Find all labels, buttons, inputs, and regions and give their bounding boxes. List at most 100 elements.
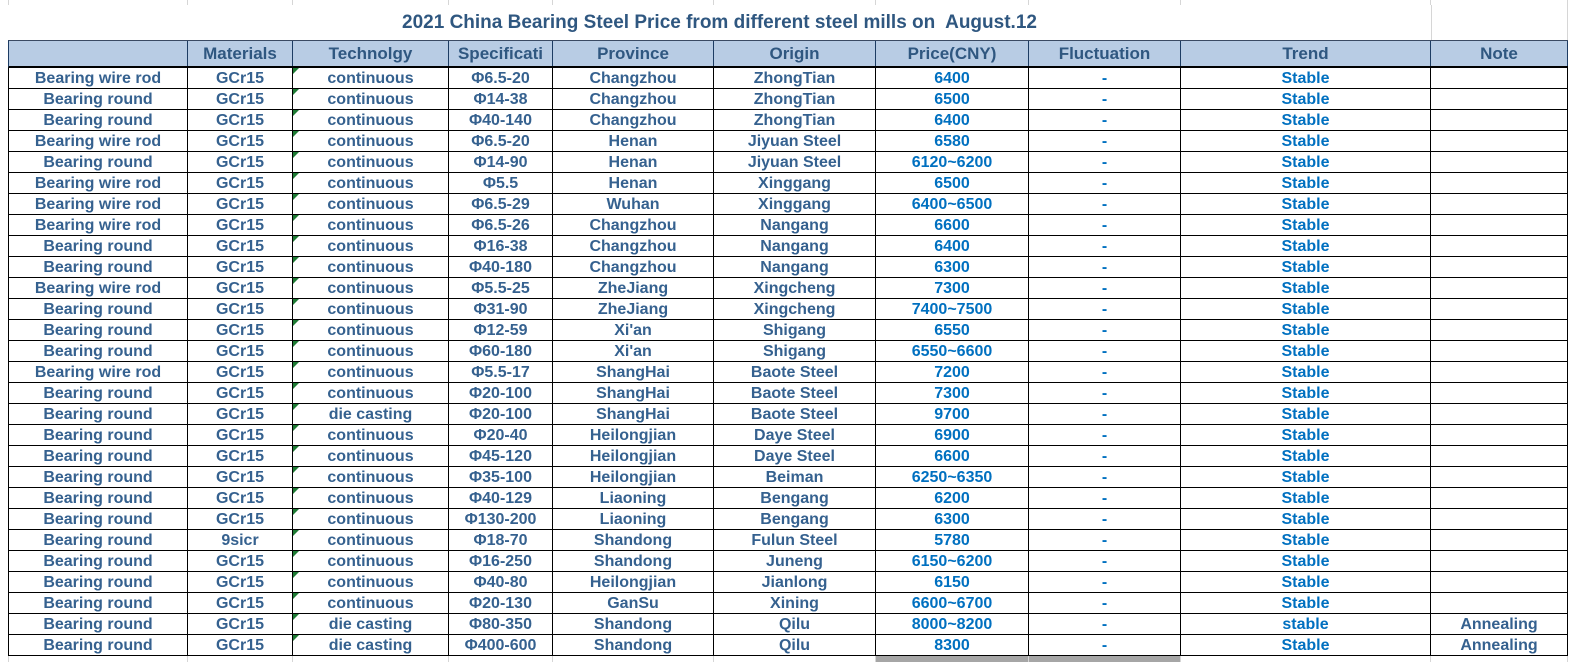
cell-origin[interactable]: Bengang xyxy=(714,509,876,529)
cell-note[interactable] xyxy=(1431,89,1568,109)
cell-price[interactable]: 6600 xyxy=(876,446,1029,466)
cell-specification[interactable]: Φ20-100 xyxy=(449,383,553,403)
cell-specification[interactable]: Φ16-38 xyxy=(449,236,553,256)
cell-price[interactable]: 6600 xyxy=(876,215,1029,235)
cell-technology[interactable]: continuous xyxy=(293,446,449,466)
cell-fluctuation[interactable]: - xyxy=(1029,635,1181,655)
cell-product[interactable]: Bearing round xyxy=(9,572,188,592)
cell-product[interactable]: Bearing round xyxy=(9,89,188,109)
cell-material[interactable]: GCr15 xyxy=(188,404,293,424)
cell-note[interactable] xyxy=(1431,404,1568,424)
cell-specification[interactable]: Φ40-180 xyxy=(449,257,553,277)
cell-product[interactable]: Bearing round xyxy=(9,236,188,256)
cell-technology[interactable]: continuous xyxy=(293,530,449,550)
cell-origin[interactable]: Shigang xyxy=(714,320,876,340)
cell-price[interactable]: 6150~6200 xyxy=(876,551,1029,571)
cell-note[interactable] xyxy=(1431,215,1568,235)
cell-trend[interactable]: Stable xyxy=(1181,131,1431,151)
cell-product[interactable]: Bearing wire rod xyxy=(9,215,188,235)
cell-price[interactable]: 7300 xyxy=(876,383,1029,403)
cell-trend[interactable]: Stable xyxy=(1181,194,1431,214)
cell-technology[interactable]: continuous xyxy=(293,572,449,592)
cell-province[interactable]: GanSu xyxy=(553,593,714,613)
cell-specification[interactable]: Φ40-140 xyxy=(449,110,553,130)
cell-specification[interactable]: Φ31-90 xyxy=(449,299,553,319)
cell-product[interactable]: Bearing wire rod xyxy=(9,194,188,214)
cell-province[interactable]: Heilongjian xyxy=(553,446,714,466)
cell-material[interactable]: GCr15 xyxy=(188,257,293,277)
cell-fluctuation[interactable]: - xyxy=(1029,551,1181,571)
cell-province[interactable]: Liaoning xyxy=(553,509,714,529)
cell-province[interactable]: Heilongjian xyxy=(553,572,714,592)
cell-province[interactable]: Changzhou xyxy=(553,215,714,235)
cell-origin[interactable]: Qilu xyxy=(714,635,876,655)
cell-specification[interactable]: Φ18-70 xyxy=(449,530,553,550)
cell-product[interactable]: Bearing round xyxy=(9,530,188,550)
cell-trend[interactable]: stable xyxy=(1181,614,1431,634)
cell-note[interactable] xyxy=(1431,278,1568,298)
cell-price[interactable]: 6150 xyxy=(876,572,1029,592)
cell-technology[interactable]: continuous xyxy=(293,194,449,214)
cell-trend[interactable]: Stable xyxy=(1181,635,1431,655)
cell-material[interactable]: GCr15 xyxy=(188,320,293,340)
cell-province[interactable]: Changzhou xyxy=(553,110,714,130)
cell-note[interactable] xyxy=(1431,551,1568,571)
cell-price[interactable]: 7400~7500 xyxy=(876,299,1029,319)
cell-trend[interactable]: Stable xyxy=(1181,446,1431,466)
cell-origin[interactable]: Bengang xyxy=(714,488,876,508)
cell-product[interactable]: Bearing round xyxy=(9,635,188,655)
cell-fluctuation[interactable]: - xyxy=(1029,89,1181,109)
cell-fluctuation[interactable]: - xyxy=(1029,68,1181,88)
cell-material[interactable]: GCr15 xyxy=(188,572,293,592)
cell-note[interactable]: Annealing xyxy=(1431,614,1568,634)
cell-technology[interactable]: continuous xyxy=(293,278,449,298)
cell-technology[interactable]: continuous xyxy=(293,68,449,88)
cell-fluctuation[interactable]: - xyxy=(1029,383,1181,403)
cell-trend[interactable]: Stable xyxy=(1181,89,1431,109)
cell-trend[interactable]: Stable xyxy=(1181,488,1431,508)
cell-fluctuation[interactable]: - xyxy=(1029,593,1181,613)
cell-specification[interactable]: Φ130-200 xyxy=(449,509,553,529)
cell-fluctuation[interactable]: - xyxy=(1029,299,1181,319)
cell-price[interactable]: 6550~6600 xyxy=(876,341,1029,361)
cell-note[interactable] xyxy=(1431,446,1568,466)
cell-specification[interactable]: Φ16-250 xyxy=(449,551,553,571)
cell-note[interactable] xyxy=(1431,341,1568,361)
cell-trend[interactable]: Stable xyxy=(1181,593,1431,613)
cell-technology[interactable]: die casting xyxy=(293,614,449,634)
cell-trend[interactable]: Stable xyxy=(1181,404,1431,424)
cell-fluctuation[interactable]: - xyxy=(1029,530,1181,550)
cell-specification[interactable]: Φ6.5-20 xyxy=(449,131,553,151)
cell-origin[interactable]: Juneng xyxy=(714,551,876,571)
cell-price[interactable]: 6120~6200 xyxy=(876,152,1029,172)
cell-origin[interactable]: Qilu xyxy=(714,614,876,634)
cell-specification[interactable]: Φ20-130 xyxy=(449,593,553,613)
cell-province[interactable]: Changzhou xyxy=(553,257,714,277)
header-cell-fluctuation[interactable]: Fluctuation xyxy=(1029,41,1181,66)
cell-price[interactable]: 6600~6700 xyxy=(876,593,1029,613)
cell-province[interactable]: Shandong xyxy=(553,614,714,634)
cell-trend[interactable]: Stable xyxy=(1181,152,1431,172)
cell-origin[interactable]: Jiyuan Steel xyxy=(714,152,876,172)
cell-product[interactable]: Bearing round xyxy=(9,299,188,319)
cell-trend[interactable]: Stable xyxy=(1181,572,1431,592)
cell-material[interactable]: GCr15 xyxy=(188,362,293,382)
cell-note[interactable] xyxy=(1431,572,1568,592)
cell-trend[interactable]: Stable xyxy=(1181,341,1431,361)
cell-specification[interactable]: Φ6.5-26 xyxy=(449,215,553,235)
cell-specification[interactable]: Φ400-600 xyxy=(449,635,553,655)
cell-technology[interactable]: continuous xyxy=(293,425,449,445)
cell-price[interactable]: 5780 xyxy=(876,530,1029,550)
cell-fluctuation[interactable]: - xyxy=(1029,152,1181,172)
cell-product[interactable]: Bearing round xyxy=(9,152,188,172)
cell-origin[interactable]: Baote Steel xyxy=(714,383,876,403)
cell-origin[interactable]: Xingcheng xyxy=(714,299,876,319)
cell-material[interactable]: GCr15 xyxy=(188,635,293,655)
cell-material[interactable]: GCr15 xyxy=(188,89,293,109)
cell-origin[interactable]: Xinggang xyxy=(714,173,876,193)
cell-specification[interactable]: Φ12-59 xyxy=(449,320,553,340)
cell-fluctuation[interactable]: - xyxy=(1029,173,1181,193)
header-cell-product[interactable] xyxy=(9,41,188,66)
cell-material[interactable]: GCr15 xyxy=(188,614,293,634)
cell-fluctuation[interactable]: - xyxy=(1029,467,1181,487)
